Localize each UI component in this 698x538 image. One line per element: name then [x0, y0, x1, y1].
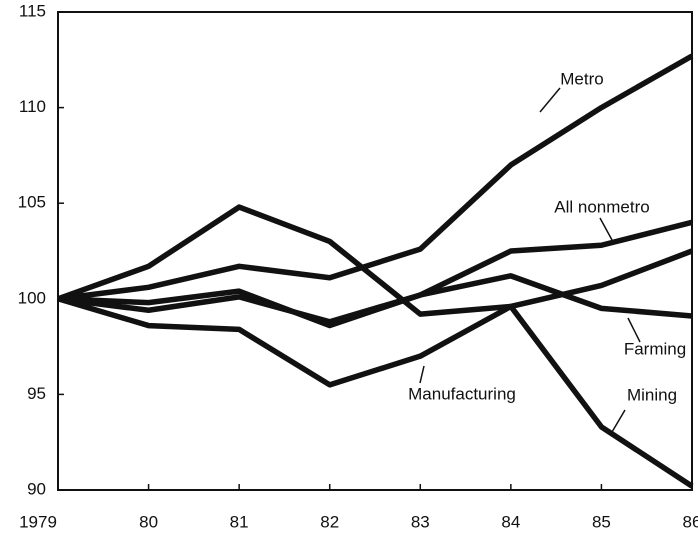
series-line [57, 53, 694, 302]
series-label: All nonmetro [554, 197, 649, 216]
leader-line [599, 217, 613, 241]
y-tick-label: 90 [27, 479, 46, 498]
leader-lines [419, 87, 641, 433]
series-label: Metro [560, 69, 603, 88]
x-tick-label: 81 [230, 512, 249, 531]
x-tick-label: 84 [501, 512, 520, 531]
x-tick-label: 83 [411, 512, 430, 531]
x-tick-label: 82 [320, 512, 339, 531]
y-tick-label: 110 [19, 97, 46, 116]
x-tick-label: 85 [592, 512, 611, 531]
series-label: Farming [624, 339, 686, 358]
leader-line [627, 317, 641, 343]
series-line [57, 204, 694, 489]
y-tick-label: 100 [18, 288, 46, 307]
y-tick-label: 115 [19, 1, 46, 20]
y-tick-label: 95 [27, 384, 46, 403]
leader-line [611, 409, 626, 433]
x-tick-label: 80 [139, 512, 158, 531]
series-label: Mining [627, 385, 677, 404]
x-tick-label: 1979 [19, 512, 57, 531]
y-tick-label: 105 [18, 193, 46, 212]
series-line [57, 248, 693, 388]
series-line [57, 273, 693, 325]
x-tick-label: 86 [683, 512, 698, 531]
leader-line [419, 365, 425, 384]
series-label: Manufacturing [408, 384, 516, 403]
leader-line [539, 87, 561, 113]
